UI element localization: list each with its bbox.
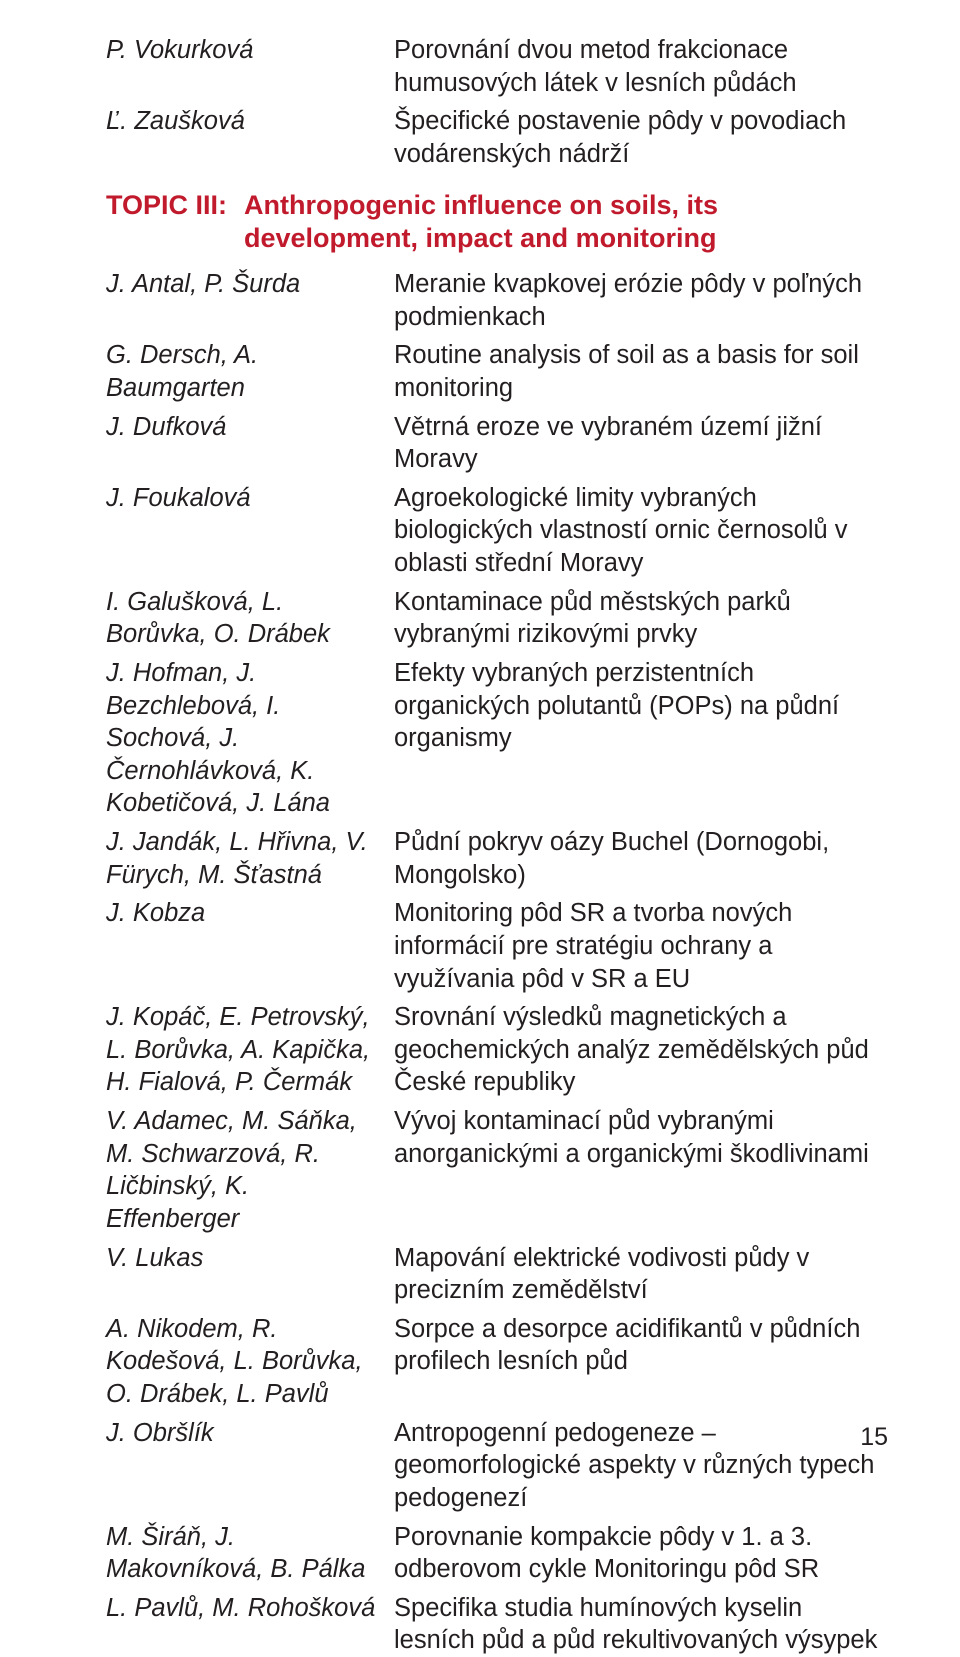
entry-author: V. Lukas xyxy=(106,1242,394,1275)
entry-row: I. Galušková, L. Borůvka, O. Drábek Kont… xyxy=(106,586,888,651)
entry-row: V. Adamec, M. Sáňka, M. Schwarzová, R. L… xyxy=(106,1105,888,1236)
entry-row: J. Hofman, J. Bezchlebová, I. Sochová, J… xyxy=(106,657,888,820)
entry-author: J. Kobza xyxy=(106,897,394,930)
entry-title: Vývoj kontaminací půd vybranými anorgani… xyxy=(394,1105,888,1170)
entry-title: Monitoring pôd SR a tvorba nových inform… xyxy=(394,897,888,995)
entry-author: G. Dersch, A. Baumgarten xyxy=(106,339,394,404)
entry-row: A. Nikodem, R. Kodešová, L. Borůvka, O. … xyxy=(106,1313,888,1411)
entry-title: Kontaminace půd městských parků vybraným… xyxy=(394,586,888,651)
entry-author: A. Nikodem, R. Kodešová, L. Borůvka, O. … xyxy=(106,1313,394,1411)
entry-title: Routine analysis of soil as a basis for … xyxy=(394,339,888,404)
entry-title: Půdní pokryv oázy Buchel (Dornogobi, Mon… xyxy=(394,826,888,891)
entry-author: J. Foukalová xyxy=(106,482,394,515)
entry-author: M. Širáň, J. Makovníková, B. Pálka xyxy=(106,1521,394,1586)
entry-author: J. Hofman, J. Bezchlebová, I. Sochová, J… xyxy=(106,657,394,820)
entry-author: J. Obršlík xyxy=(106,1417,394,1450)
entry-row: J. Kopáč, E. Petrovský, L. Borůvka, A. K… xyxy=(106,1001,888,1099)
entry-title: Porovnání dvou metod frakcionace humusov… xyxy=(394,34,888,99)
entry-row: J. Kobza Monitoring pôd SR a tvorba nový… xyxy=(106,897,888,995)
entry-author: L. Pavlů, M. Rohošková xyxy=(106,1592,394,1625)
entry-row: P. Vokurková Porovnání dvou metod frakci… xyxy=(106,34,888,99)
entry-row: J. Foukalová Agroekologické limity vybra… xyxy=(106,482,888,580)
entry-title: Antropogenní pedogeneze – geomorfologick… xyxy=(394,1417,888,1515)
entry-author: J. Antal, P. Šurda xyxy=(106,268,394,301)
entry-author: J. Dufková xyxy=(106,411,394,444)
entry-row: Ľ. Zaušková Špecifické postavenie pôdy v… xyxy=(106,105,888,170)
entry-author: V. Adamec, M. Sáňka, M. Schwarzová, R. L… xyxy=(106,1105,394,1236)
entry-title: Srovnání výsledků magnetických a geochem… xyxy=(394,1001,888,1099)
entry-title: Agroekologické limity vybraných biologic… xyxy=(394,482,888,580)
page: P. Vokurková Porovnání dvou metod frakci… xyxy=(0,0,960,1480)
page-number: 15 xyxy=(860,1423,888,1452)
entry-title: Sorpce a desorpce acidifikantů v půdních… xyxy=(394,1313,888,1378)
entry-title: Specifika studia humínových kyselin lesn… xyxy=(394,1592,888,1657)
entry-row: L. Pavlů, M. Rohošková Specifika studia … xyxy=(106,1592,888,1657)
entry-title: Mapování elektrické vodivosti půdy v pre… xyxy=(394,1242,888,1307)
entry-author: J. Jandák, L. Hřivna, V. Fürych, M. Šťas… xyxy=(106,826,394,891)
entry-title: Větrná eroze ve vybraném území jižní Mor… xyxy=(394,411,888,476)
topic-title: Anthropogenic influence on soils, its de… xyxy=(244,189,888,257)
entry-author: P. Vokurková xyxy=(106,34,394,67)
entry-row: J. Obršlík Antropogenní pedogeneze – geo… xyxy=(106,1417,888,1515)
entry-author: I. Galušková, L. Borůvka, O. Drábek xyxy=(106,586,394,651)
entry-row: G. Dersch, A. Baumgarten Routine analysi… xyxy=(106,339,888,404)
entry-author: J. Kopáč, E. Petrovský, L. Borůvka, A. K… xyxy=(106,1001,394,1099)
entry-row: J. Antal, P. Šurda Meranie kvapkovej eró… xyxy=(106,268,888,333)
entry-author: Ľ. Zaušková xyxy=(106,105,394,138)
entry-row: M. Širáň, J. Makovníková, B. Pálka Porov… xyxy=(106,1521,888,1586)
topic-heading: TOPIC III: Anthropogenic influence on so… xyxy=(106,189,888,257)
topic-label: TOPIC III: xyxy=(106,189,244,223)
entry-title: Meranie kvapkovej erózie pôdy v poľných … xyxy=(394,268,888,333)
entry-row: J. Dufková Větrná eroze ve vybraném územ… xyxy=(106,411,888,476)
entry-row: V. Lukas Mapování elektrické vodivosti p… xyxy=(106,1242,888,1307)
entry-title: Efekty vybraných perzistentních organick… xyxy=(394,657,888,755)
entry-title: Porovnanie kompakcie pôdy v 1. a 3. odbe… xyxy=(394,1521,888,1586)
entry-row: J. Jandák, L. Hřivna, V. Fürych, M. Šťas… xyxy=(106,826,888,891)
entry-title: Špecifické postavenie pôdy v povodiach v… xyxy=(394,105,888,170)
